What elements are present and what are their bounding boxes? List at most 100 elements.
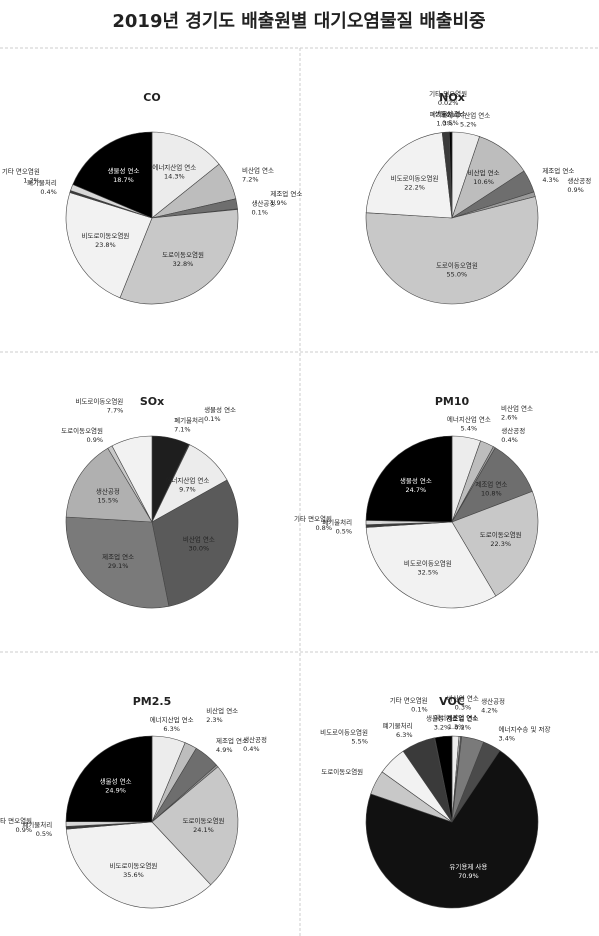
- slice-label: 생물성 연소: [426, 714, 458, 723]
- slice-label: 도로이동오염원: [183, 816, 225, 825]
- slice-value: 10.6%: [473, 178, 494, 186]
- slice-value: 5.5%: [351, 737, 368, 745]
- pie-slice: [119, 209, 239, 305]
- slice-label: 폐기물처리: [174, 415, 204, 424]
- slice-value: 9.7%: [179, 485, 196, 493]
- slice-label: 에너지산업 연소: [152, 162, 196, 171]
- slice-value: 30.0%: [189, 545, 210, 553]
- slice-label: 비도로이동오염원: [75, 396, 123, 405]
- slice-value: 0.1%: [411, 705, 428, 713]
- pie-slice: [151, 131, 220, 219]
- slice-value: 0.4%: [243, 745, 260, 753]
- slice-label: 에너지산업 연소: [447, 414, 491, 423]
- slice-label: 생산공정: [251, 199, 275, 208]
- slice-value: 24.9%: [105, 786, 126, 794]
- slice-label: 에너지산업 연소: [434, 713, 478, 722]
- slice-value: 70.9%: [458, 872, 479, 880]
- chart-title: PM2.5: [133, 695, 172, 708]
- slice-label: 에너지산업 연소: [446, 110, 490, 119]
- slice-label: 비산업 연소: [242, 165, 274, 174]
- pie-slice: [448, 131, 453, 219]
- slice-label: 도로이동오염원: [162, 250, 204, 259]
- slice-value: 0.02%: [438, 99, 459, 107]
- slice-label: 기타 면오염원: [2, 166, 40, 175]
- slice-value: 0.1%: [204, 415, 221, 423]
- slice-label: 제조업 연소: [475, 481, 507, 489]
- slice-label: 도로이동오염원: [480, 530, 522, 539]
- slice-label: 기타 면오염원: [429, 89, 467, 98]
- slice-label: 생물성 연소: [100, 776, 132, 785]
- slice-value: 0.9%: [87, 436, 104, 444]
- pie-slice: [72, 131, 153, 219]
- slice-value: 7.2%: [242, 175, 259, 183]
- slice-label: 비도로이동오염원: [320, 727, 368, 736]
- slice-value: 18.7%: [113, 176, 134, 184]
- slice-label: 생물성 연소: [108, 166, 140, 175]
- slice-label: 폐기물처리: [322, 518, 352, 527]
- pie-slice: [365, 132, 453, 219]
- slice-label: 폐기물처리: [27, 178, 57, 187]
- slice-value: 4.9%: [216, 746, 233, 754]
- slice-value: 1.2%: [23, 176, 40, 184]
- slice-value: 55.0%: [447, 270, 468, 278]
- slice-value: 1.9%: [270, 199, 287, 207]
- slice-value: 29.1%: [108, 562, 129, 570]
- chart-title: CO: [143, 91, 160, 104]
- slice-value: 10.8%: [481, 490, 502, 498]
- slice-label: 생산공정: [481, 697, 505, 706]
- pie-slice: [65, 516, 170, 609]
- slice-label: 비도로이동오염원: [404, 559, 452, 568]
- chart-title: NOx: [439, 91, 465, 104]
- pie-slice: [451, 490, 539, 597]
- slice-value: 0.9%: [16, 826, 33, 834]
- pie-slice: [365, 435, 453, 523]
- slice-label: 제조업 연소: [447, 715, 479, 723]
- pie-slice: [111, 435, 153, 523]
- slice-label: 에너지산업 연소: [150, 715, 194, 724]
- slice-value: 7.1%: [174, 425, 191, 433]
- slice-value: 7.7%: [107, 406, 124, 414]
- slice-label: 비도로이동오염원: [391, 173, 439, 182]
- slice-value: 32.8%: [173, 260, 194, 268]
- slice-value: 2.6%: [501, 413, 518, 421]
- slice-label: 비산업 연소: [501, 403, 533, 412]
- slice-label: 제조업 연소: [102, 553, 134, 561]
- slice-label: 비도로이동오염원: [81, 231, 129, 240]
- slice-label: 생산공정: [501, 426, 525, 435]
- pie-slice: [434, 735, 453, 823]
- slice-value: 1.3%: [448, 723, 465, 731]
- slice-value: 15.5%: [98, 496, 119, 504]
- slice-value: 0.5%: [336, 528, 353, 536]
- slice-value: 6.3%: [396, 731, 413, 739]
- slice-value: 4.3%: [542, 176, 559, 184]
- slice-label: 도로이동오염원: [61, 426, 103, 435]
- pie-slice: [365, 750, 539, 909]
- slice-value: 0.3%: [455, 703, 472, 711]
- pie-slice: [65, 735, 153, 823]
- slice-label: 생물성 연소: [434, 109, 466, 118]
- slice-label: 도로이동오염원: [436, 260, 478, 269]
- slice-value: 5.2%: [460, 120, 477, 128]
- slice-label: 제조업 연소: [270, 190, 302, 198]
- slice-value: 3.4%: [499, 734, 516, 742]
- pie-slice: [151, 766, 239, 886]
- pie-slice: [365, 196, 539, 305]
- slice-value: 0.4%: [40, 188, 57, 196]
- page-title: 2019년 경기도 배출원별 대기오염물질 배출비중: [112, 11, 485, 32]
- pie-slice: [65, 447, 153, 523]
- slice-label: 도로이동오염원: [321, 767, 363, 776]
- slice-label: 기타 면오염원: [390, 695, 428, 704]
- slice-label: 폐기물처리: [383, 721, 413, 730]
- slice-value: 35.6%: [123, 871, 144, 879]
- slice-value: 4.2%: [481, 707, 498, 715]
- slice-value: 24.1%: [193, 826, 214, 834]
- slice-label: 에너지수송 및 저장: [499, 724, 551, 733]
- slice-label: 생산공정: [243, 735, 267, 744]
- slice-label: 기타 면오염원: [294, 514, 332, 523]
- chart-title: VOC: [439, 695, 465, 708]
- slice-value: 3.2%: [434, 724, 451, 732]
- slice-label: 생물성 연소: [204, 405, 236, 414]
- slice-value: 0.4%: [501, 436, 518, 444]
- slice-label: 비산업 연소: [468, 168, 500, 177]
